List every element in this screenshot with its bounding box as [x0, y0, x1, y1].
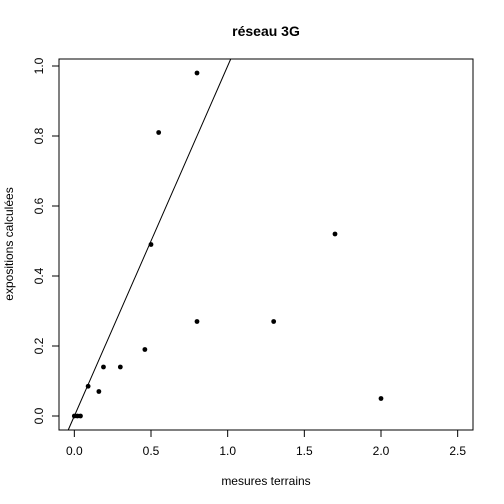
y-tick-label: 0.0	[32, 407, 46, 424]
x-tick-label: 1.5	[296, 444, 313, 458]
data-point	[117, 364, 123, 370]
chart-title: réseau 3G	[232, 23, 300, 39]
data-point	[156, 130, 162, 135]
y-tick-label: 0.2	[32, 337, 46, 354]
x-tick-label: 0.0	[66, 444, 83, 458]
x-tick-label: 2.0	[373, 444, 390, 458]
x-tick-label: 2.5	[449, 444, 466, 458]
data-point	[271, 319, 277, 324]
x-tick-label: 0.5	[143, 444, 160, 458]
x-axis-label: mesures terrains	[221, 474, 310, 488]
x-tick-label: 1.0	[219, 444, 236, 458]
plot-frame	[58, 58, 474, 431]
data-point	[101, 364, 106, 370]
y-tick-label: 1.0	[32, 57, 46, 74]
data-point	[85, 383, 91, 389]
y-tick-label: 0.4	[32, 267, 46, 284]
y-tick-label: 0.8	[32, 127, 46, 144]
x-axis: 0.0 0.5 1.0 1.5 2.0 2.5	[66, 430, 466, 458]
data-point	[332, 231, 338, 237]
y-tick-label: 0.6	[32, 197, 46, 214]
data-point	[194, 70, 200, 76]
data-point	[194, 319, 200, 324]
data-point	[378, 396, 384, 401]
data-points	[71, 70, 384, 419]
data-point	[148, 242, 154, 247]
y-axis: 0.0 0.2 0.4 0.6 0.8 1.0	[32, 57, 59, 424]
data-point	[78, 413, 83, 419]
data-point	[96, 389, 102, 394]
data-point	[142, 347, 148, 352]
y-axis-label: expositions calculées	[2, 187, 16, 300]
